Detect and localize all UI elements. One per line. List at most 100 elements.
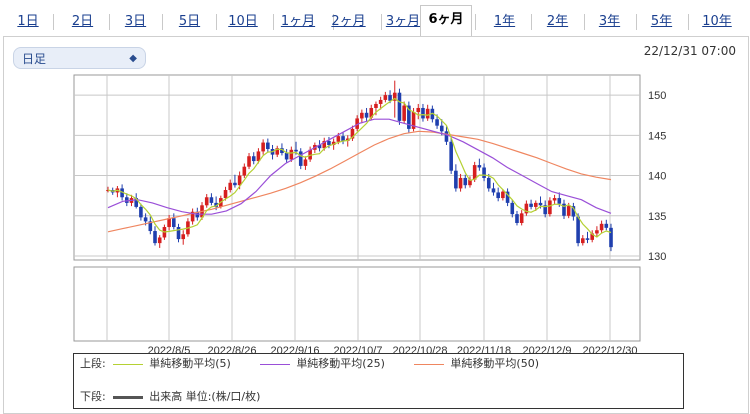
candle-body (369, 107, 374, 118)
candle-body (416, 107, 421, 112)
tab-separator (162, 14, 163, 30)
candle-body (439, 125, 444, 132)
candle-body (463, 177, 468, 186)
tab-5[interactable]: 10日 (228, 14, 258, 29)
candle-body (402, 105, 406, 121)
candle-body (303, 159, 308, 166)
candle-body (228, 182, 233, 191)
y-tick-label: 140 (648, 171, 666, 183)
tab-14[interactable]: 10年 (702, 14, 732, 29)
candle-body (176, 227, 181, 240)
legend-volume-label: 出来高 単位:(株/口/枚) (149, 390, 261, 403)
tab-10[interactable]: 1年 (493, 14, 516, 29)
candle-body (524, 203, 529, 214)
candle-body (510, 202, 515, 215)
candle-body (609, 227, 613, 248)
candle-body (388, 95, 392, 101)
candle-body (331, 141, 336, 145)
candle-body (491, 188, 496, 193)
period-type-select[interactable]: 日足 ◆ (13, 47, 146, 69)
candle-body (468, 179, 472, 186)
candle-body (322, 140, 327, 149)
candle-body (125, 197, 129, 203)
legend-ma5: 単純移動平均(5) (109, 357, 231, 371)
tab-13[interactable]: 5年 (650, 14, 673, 29)
ma5-line (107, 97, 612, 238)
candle-body (364, 112, 369, 118)
chart-legend: 上段: 単純移動平均(5) 単純移動平均(25) 単純移動平均(50) 下段: … (73, 353, 684, 409)
legend-ma5-label: 単純移動平均(5) (149, 357, 231, 370)
candle-body (477, 165, 482, 168)
candle-body (256, 151, 261, 162)
tab-separator (688, 14, 689, 30)
tab-12[interactable]: 3年 (598, 14, 621, 29)
candle-body (378, 99, 383, 104)
candle-body (543, 205, 547, 215)
tab-separator (584, 14, 585, 30)
candle-body (153, 231, 157, 244)
candle-body (576, 216, 580, 244)
tab-2[interactable]: 2日 (71, 14, 94, 29)
candle-body (190, 211, 195, 222)
candle-body (435, 119, 439, 126)
tab-3[interactable]: 3日 (124, 14, 147, 29)
legend-lower-row: 下段: 出来高 単位:(株/口/枚) (80, 390, 282, 404)
candle-body (538, 202, 543, 206)
candle-body (298, 151, 303, 166)
tab-7[interactable]: 2ヶ月 (331, 14, 366, 29)
candle-body (599, 223, 604, 231)
candle-body (120, 188, 124, 198)
tab-separator (216, 14, 217, 30)
candle-body (425, 108, 430, 119)
candle-body (341, 136, 345, 141)
candle-body (383, 95, 388, 100)
price-plot-frame (73, 74, 641, 261)
candle-body (223, 190, 228, 199)
tab-8[interactable]: 3ヶ月 (385, 14, 421, 29)
tab-separator (109, 14, 110, 30)
legend-ma50: 単純移動平均(50) (410, 357, 539, 371)
candle-body (411, 112, 416, 129)
candle-body (266, 142, 270, 149)
candle-body (275, 148, 280, 155)
candle-body (237, 175, 242, 186)
tab-4[interactable]: 5日 (178, 14, 201, 29)
tab-9[interactable]: 6ヶ月 (420, 5, 472, 37)
legend-volume: 出来高 単位:(株/口/枚) (109, 390, 260, 404)
candle-body (529, 203, 533, 207)
candle-body (397, 92, 402, 121)
candle-body (157, 237, 162, 244)
candle-body (308, 149, 312, 160)
volume-plot-frame (73, 266, 641, 342)
candle-body (233, 182, 237, 186)
tab-11[interactable]: 2年 (546, 14, 569, 29)
candle-body (172, 218, 176, 228)
candle-body (247, 156, 251, 167)
y-tick-label: 145 (648, 130, 666, 142)
candle-body (251, 156, 256, 162)
candle-body (444, 131, 449, 142)
candle-body (472, 165, 477, 180)
candle-body (482, 167, 486, 178)
legend-ma50-label: 単純移動平均(50) (450, 357, 539, 370)
candle-body (562, 203, 566, 216)
candle-body (604, 223, 609, 228)
candle-body (454, 170, 458, 189)
legend-ma25-label: 単純移動平均(25) (296, 357, 385, 370)
tab-separator (53, 14, 54, 30)
candle-body (317, 144, 322, 149)
candle-body (458, 177, 463, 189)
ma25-line (107, 118, 612, 215)
candle-body (374, 103, 378, 108)
candle-body (167, 218, 171, 228)
updown-chevron-icon: ◆ (129, 53, 137, 64)
tab-1[interactable]: 1日 (17, 14, 39, 29)
candle-body (139, 206, 143, 218)
candle-body (571, 206, 576, 217)
candle-body (209, 197, 214, 203)
tab-separator (531, 14, 532, 30)
candle-body (421, 107, 425, 119)
candle-body (280, 148, 284, 154)
tab-6[interactable]: 1ヶ月 (280, 14, 316, 29)
